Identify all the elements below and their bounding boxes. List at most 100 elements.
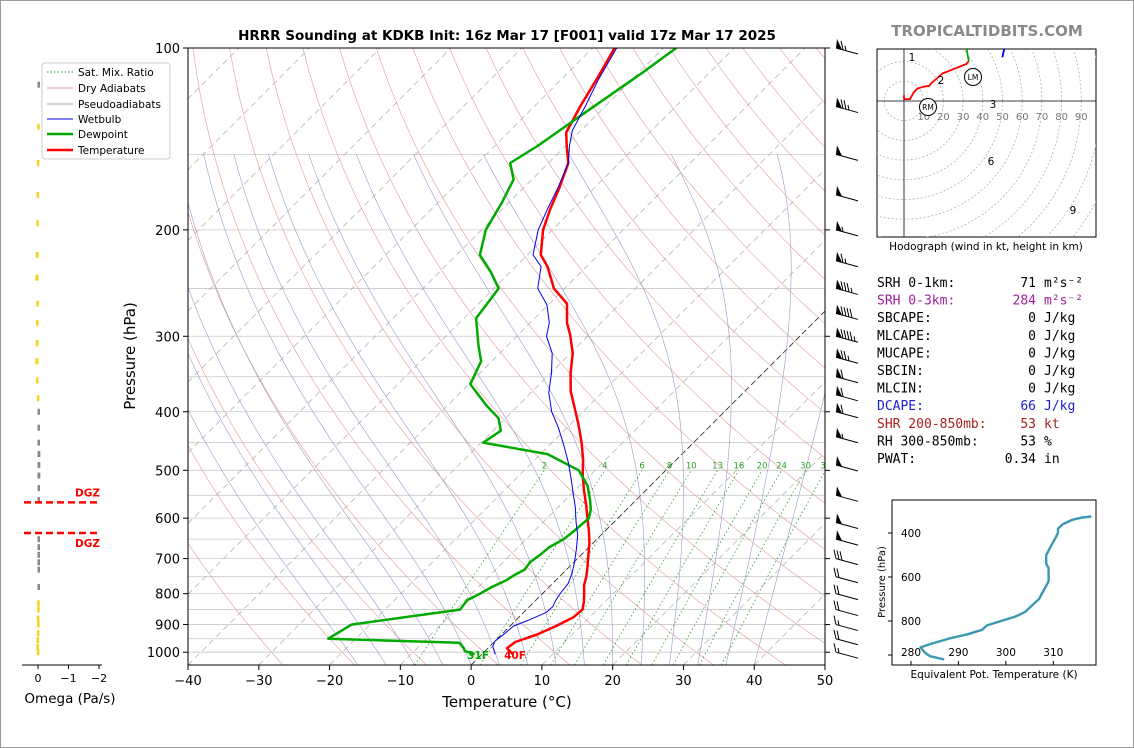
wind-barb: [835, 251, 859, 268]
mixing-ratio-line: [520, 470, 643, 665]
wind-barb-staff: [835, 593, 859, 601]
wind-barb-staff: [835, 436, 859, 444]
wind-barb-half: [841, 226, 844, 232]
wind-barb-half: [837, 647, 840, 654]
y-tick-label: 400: [155, 406, 180, 421]
omega-bar: [37, 600, 40, 607]
isotherm-line: [0, 48, 26, 665]
omega-bar: [36, 630, 40, 637]
omega-bar: [36, 643, 39, 650]
wind-barb-staff: [835, 522, 859, 529]
pseudoadiabat-line: [188, 286, 415, 665]
wind-barb: [835, 304, 859, 320]
wind-barb-staff: [835, 576, 859, 584]
y-tick-label: 500: [155, 464, 180, 479]
parameter-label: PWAT:: [877, 452, 916, 467]
wind-barb-staff: [835, 287, 859, 295]
wind-barb-full: [836, 585, 840, 595]
wind-barb: [835, 145, 859, 161]
mixing-ratio-label: 6: [639, 461, 644, 471]
x-tick-label: −30: [245, 674, 272, 689]
hodograph-height-label: 3: [990, 99, 997, 111]
theta-e-y-label: Pressure (hPa): [877, 546, 888, 618]
wind-barb-flag: [836, 456, 842, 467]
parameter-value: 284: [1013, 294, 1037, 309]
wind-barb: [833, 615, 859, 632]
hodograph-ring-label: 60: [1016, 112, 1029, 123]
wind-barb-full: [833, 600, 837, 610]
parameter-label: MUCAPE:: [877, 346, 932, 361]
omega-bar: [35, 340, 39, 347]
parameter-label: MLCAPE:: [877, 329, 932, 344]
omega-bar: [37, 544, 40, 551]
wind-barb-flag: [836, 348, 842, 359]
hodograph-frame: [876, 48, 1097, 238]
y-tick-label: 700: [155, 553, 180, 568]
wind-barb: [835, 367, 859, 384]
pseudoadiabat-line: [233, 154, 500, 665]
mixing-ratio-line: [550, 470, 670, 665]
omega-bar: [35, 377, 39, 384]
wind-barb-full: [849, 308, 853, 318]
omega-panel: 0 −1 −2 DGZ DGZ: [22, 81, 107, 685]
wind-barbs: [833, 39, 859, 659]
omega-bar: [36, 300, 39, 307]
parameter-value: 66: [1020, 399, 1036, 414]
parameter-label: SBCIN:: [877, 364, 924, 379]
omega-bar: [37, 584, 40, 591]
legend-label-mixing-ratio: Sat. Mix. Ratio: [78, 67, 154, 79]
pseudoadiabat-line: [483, 154, 646, 665]
wind-barb-full: [849, 331, 853, 341]
x-tick-label: 40: [746, 674, 763, 689]
isotherm-line: [188, 48, 735, 595]
wind-barb-staff: [835, 335, 859, 343]
omega-tick-label: −1: [60, 672, 76, 685]
hodograph-ring-label: 80: [1055, 112, 1068, 123]
omega-bar: [37, 559, 40, 566]
parameter-value: 53: [1020, 434, 1036, 449]
parameter-label: MLCIN:: [877, 382, 924, 397]
x-tick-label: 30: [675, 674, 692, 689]
wind-barb-staff: [835, 312, 859, 320]
theta-e-frame: [891, 499, 1097, 666]
parameter-unit: %: [1044, 434, 1052, 449]
omega-bar: [37, 408, 40, 415]
wind-barb-flag: [836, 513, 842, 525]
wind-barb-flag: [836, 304, 842, 316]
x-axis-label: Temperature (°C): [441, 693, 571, 711]
legend-label-dry-adiabats: Dry Adiabats: [78, 83, 146, 95]
omega-bar: [36, 615, 40, 622]
pseudoadiabat-line: [308, 154, 557, 665]
hodograph-ring-label: 50: [996, 112, 1009, 123]
mixing-ratio-label: 13: [712, 461, 723, 471]
omega-bar: [35, 274, 39, 281]
theta-e-clip: [919, 515, 1092, 661]
isotherm-line: [188, 48, 806, 665]
wind-barb-staff: [835, 624, 859, 632]
hodograph-ring-label: 90: [1075, 112, 1088, 123]
dry-adiabat-line: [375, 48, 825, 597]
parameter-unit: J/kg: [1044, 346, 1075, 361]
pseudoadiabat-line: [188, 201, 444, 665]
watermark: TROPICALTIDBITS.COM: [891, 22, 1083, 40]
parameter-label: SRH 0-3km:: [877, 294, 955, 309]
x-tick-label: 0: [467, 674, 475, 689]
wind-barb: [835, 97, 859, 114]
hodograph-ring-label: 20: [937, 112, 950, 123]
y-tick-label: 200: [155, 224, 180, 239]
wind-barb-full: [836, 601, 840, 611]
dry-adiabat-line: [449, 48, 825, 504]
wind-barb-staff: [835, 260, 859, 268]
wind-barb-half: [841, 433, 844, 439]
parameter-value: 0: [1028, 346, 1036, 361]
dry-adiabat-line: [412, 48, 825, 550]
wind-barb-half: [847, 355, 850, 361]
parameter-value: 0: [1028, 311, 1036, 326]
parameter-row: MLCAPE: 0 J/kg: [877, 329, 1075, 344]
legend-label-temperature: Temperature: [77, 145, 145, 157]
dgz-label: DGZ: [75, 487, 100, 499]
omega-bar: [37, 451, 41, 458]
hodograph-ring-label: 40: [976, 112, 989, 123]
pseudoadiabat-line: [188, 408, 359, 665]
